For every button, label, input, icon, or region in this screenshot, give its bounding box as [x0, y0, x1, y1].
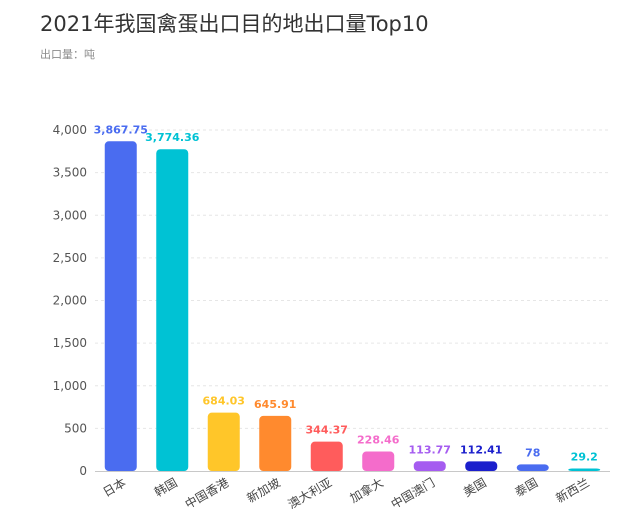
x-tick-label: 澳大利亚	[286, 475, 335, 511]
bar[interactable]	[516, 464, 549, 471]
value-labels: 3,867.753,774.36 684.03 645.91 344.37 228.46…	[94, 123, 598, 463]
y-tick-label: 3,500	[53, 166, 87, 180]
bar[interactable]	[362, 451, 395, 471]
data-label: 78	[525, 446, 540, 459]
y-tick-label: 1,000	[53, 379, 87, 393]
data-label: 228.46	[357, 434, 400, 447]
data-label: 29.2	[571, 451, 598, 464]
x-tick-label: 泰国	[512, 475, 540, 499]
x-tick-label: 韩国	[151, 475, 179, 500]
data-label: 112.41	[460, 443, 502, 456]
data-label: 684.03	[203, 395, 245, 408]
bar[interactable]	[259, 415, 292, 471]
y-tick-label: 3,000	[53, 208, 87, 222]
data-label: 344.37	[306, 424, 348, 437]
data-label: 113.77	[409, 443, 451, 456]
x-tick-label: 加拿大	[347, 475, 386, 506]
bar[interactable]	[104, 141, 137, 472]
y-tick-label: 2,000	[53, 294, 87, 308]
y-tick-label: 0	[79, 464, 87, 478]
bar[interactable]	[568, 468, 601, 471]
data-label: 3,774.36	[145, 131, 200, 144]
bar[interactable]	[207, 412, 240, 471]
x-tick-label: 新加坡	[244, 475, 283, 506]
x-tick-label: 日本	[100, 475, 128, 499]
bar[interactable]	[310, 441, 343, 471]
y-axis: 0 500 1,000 1,500 2,000 2,500 3,000 3,500 4,000	[53, 123, 610, 478]
y-tick-label: 1,500	[53, 336, 87, 350]
data-label: 645.91	[254, 398, 296, 411]
x-tick-label: 新西兰	[553, 475, 592, 506]
y-tick-label: 4,000	[53, 123, 87, 137]
chart-title: 2021年我国禽蛋出口目的地出口量Top10	[40, 12, 429, 36]
bars	[104, 141, 601, 472]
bar[interactable]	[465, 461, 498, 471]
x-axis-labels: 日本 韩国 中国香港 新加坡 澳大利亚 加拿大 中国澳门 美国 泰国 新西兰	[100, 475, 591, 512]
unit-label: 出口量：吨	[40, 48, 95, 61]
y-tick-label: 500	[64, 421, 87, 435]
data-label: 3,867.75	[94, 123, 148, 136]
x-tick-label: 美国	[461, 475, 489, 499]
x-tick-label: 中国香港	[182, 475, 231, 512]
bar[interactable]	[413, 461, 446, 471]
y-tick-label: 2,500	[53, 251, 87, 265]
bar[interactable]	[156, 149, 189, 471]
x-tick-label: 中国澳门	[388, 475, 437, 512]
